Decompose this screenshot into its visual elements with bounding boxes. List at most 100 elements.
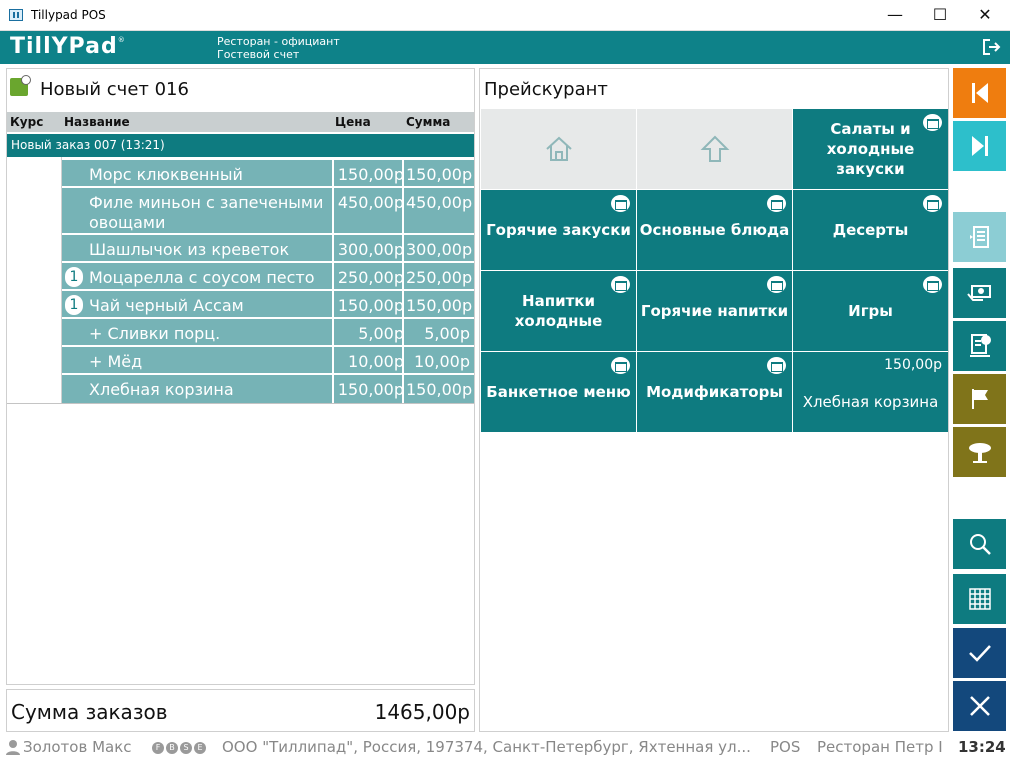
order-group-row[interactable]: Новый заказ 007 (13:21) [7, 134, 474, 157]
category-tile[interactable]: Банкетное меню [481, 352, 636, 432]
restaurant-label: Ресторан Петр I [817, 738, 943, 756]
order-row[interactable]: Хлебная корзина 150,00р 150,00р [62, 375, 474, 403]
order-row[interactable]: Шашлычок из креветок 300,00р 300,00р [62, 235, 474, 261]
total-panel: Сумма заказов 1465,00р [6, 689, 475, 732]
last-button[interactable] [953, 121, 1006, 171]
course-badge: 1 [65, 267, 83, 287]
course-badge: 1 [65, 295, 83, 315]
role-label: Ресторан - официант [217, 35, 340, 48]
category-tile[interactable]: Горячие напитки [637, 271, 792, 351]
folder-icon [611, 357, 630, 374]
category-tile[interactable]: Основные блюда [637, 190, 792, 270]
category-tile[interactable]: Десерты [793, 190, 948, 270]
first-button[interactable] [953, 68, 1006, 118]
column-price: Цена [335, 115, 371, 129]
course-column [7, 157, 62, 403]
bill-icon [10, 75, 31, 96]
modifier-row[interactable]: + Мёд 10,00р 10,00р [62, 347, 474, 373]
minimize-button[interactable]: — [887, 5, 903, 24]
app-header: TillYPad® Ресторан - официант Гостевой с… [0, 31, 1010, 64]
pricelist-panel: Прейскурант Салаты и холодные закуски Го… [479, 68, 949, 732]
item-price: 300,00р [337, 240, 404, 259]
pos-label: POS [770, 738, 801, 756]
close-icon [969, 696, 990, 716]
category-tile[interactable]: Горячие закуски [481, 190, 636, 270]
cash-icon [966, 285, 991, 301]
category-tile[interactable]: Салаты и холодные закуски [793, 109, 948, 189]
item-price: 10,00р [348, 352, 404, 371]
item-price: 150,00р [337, 165, 404, 184]
item-name: Филе миньон с запечеными овощами [89, 193, 324, 232]
pricelist-title: Прейскурант [484, 79, 608, 100]
order-row[interactable]: 1 Моцарелла с соусом песто 250,00р 250,0… [62, 263, 474, 289]
item-name: Моцарелла с соусом песто [89, 268, 315, 287]
dining-table-icon [968, 443, 991, 463]
grid-icon [968, 588, 991, 610]
receipt-icon [969, 334, 991, 357]
item-price: 450,00р [337, 193, 404, 212]
order-row[interactable]: Морс клюквенный 150,00р 150,00р [62, 160, 474, 186]
confirm-button[interactable] [953, 628, 1006, 678]
clock: 13:24 [958, 738, 1006, 756]
folder-icon [923, 114, 942, 131]
total-value: 1465,00р [374, 700, 470, 724]
home-icon [545, 136, 572, 161]
divider [7, 403, 474, 404]
modifier-name: + Мёд [89, 352, 143, 371]
flag-e-icon: E [194, 742, 206, 754]
column-course: Курс [10, 115, 44, 129]
item-name: Морс клюквенный [89, 165, 243, 184]
order-row[interactable]: Филе миньон с запечеными овощами 450,00р… [62, 188, 474, 233]
total-label: Сумма заказов [11, 700, 168, 724]
close-window-button[interactable]: ✕ [978, 5, 992, 24]
item-price: 250,00р [337, 268, 404, 287]
payment-button[interactable] [953, 268, 1006, 318]
order-row[interactable]: 1 Чай черный Ассам 150,00р 150,00р [62, 291, 474, 317]
user-name: Золотов Макс [23, 738, 132, 756]
category-tile[interactable]: Модификаторы [637, 352, 792, 432]
user-icon [6, 740, 20, 755]
cancel-button[interactable] [953, 681, 1006, 731]
category-tile[interactable]: Напитки холодные [481, 271, 636, 351]
search-button[interactable] [953, 519, 1006, 569]
flag-button[interactable] [953, 374, 1006, 424]
flag-s-icon: S [180, 742, 192, 754]
skip-last-icon [971, 136, 988, 156]
item-sum: 300,00р [406, 240, 473, 259]
company-info: ООО "Тиллипад", Россия, 197374, Санкт-Пе… [222, 738, 751, 756]
item-price: 150,00р [337, 296, 404, 315]
document-list-icon [969, 226, 989, 248]
bill-list-button[interactable] [953, 212, 1006, 262]
checkmark-icon [968, 645, 991, 662]
item-sum: 150,00р [406, 165, 473, 184]
tillypad-logo: TillYPad® [10, 34, 126, 59]
item-name: Хлебная корзина [89, 380, 234, 399]
category-tile[interactable]: Игры [793, 271, 948, 351]
menu-item-tile[interactable]: 150,00р Хлебная корзина [793, 352, 948, 432]
flag-f-icon: F [152, 742, 164, 754]
skip-first-icon [971, 83, 988, 103]
column-sum: Сумма [406, 115, 451, 129]
modifier-row[interactable]: + Сливки порц. 5,00р 5,00р [62, 319, 474, 345]
exit-icon[interactable] [983, 39, 1001, 55]
home-tile[interactable] [481, 109, 636, 189]
item-price: 150,00р [337, 380, 404, 399]
window-title-bar: Tillypad POS — ☐ ✕ [0, 0, 1010, 31]
maximize-button[interactable]: ☐ [932, 5, 948, 24]
grid-button[interactable] [953, 574, 1006, 624]
item-sum: 10,00р [414, 352, 470, 371]
item-sum: 250,00р [406, 268, 473, 287]
folder-icon [611, 195, 630, 212]
folder-icon [923, 276, 942, 293]
search-icon [969, 534, 991, 555]
receipt-button[interactable] [953, 321, 1006, 371]
up-tile[interactable] [637, 109, 792, 189]
flag-b-icon: B [166, 742, 178, 754]
folder-icon [767, 276, 786, 293]
folder-icon [923, 195, 942, 212]
column-name: Название [64, 115, 130, 129]
modifier-name: + Сливки порц. [89, 324, 221, 343]
table-button[interactable] [953, 427, 1006, 477]
